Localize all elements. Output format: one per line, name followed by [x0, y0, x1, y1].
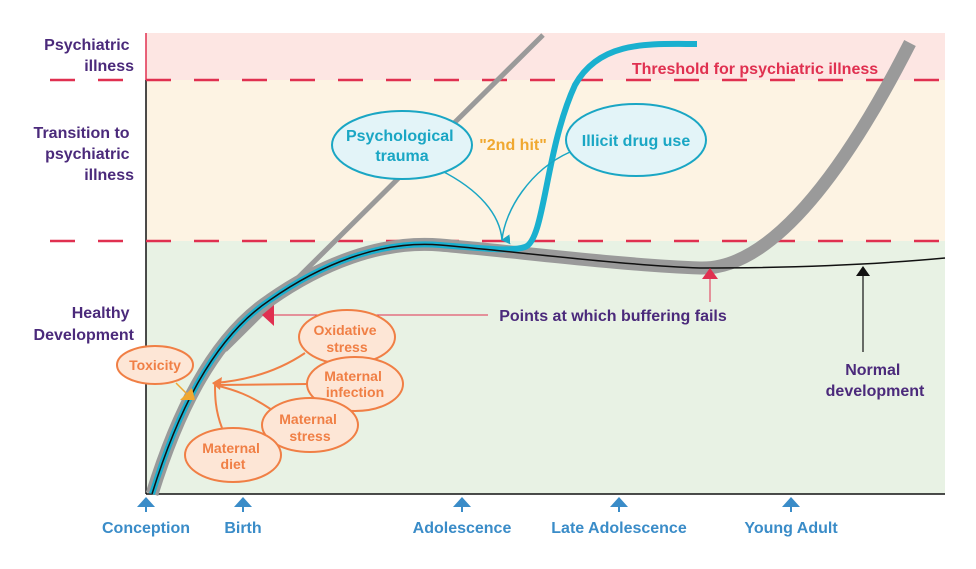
toxicity-line — [175, 382, 189, 396]
tick-late-adolescence — [610, 497, 628, 512]
zone-psychiatric-illness — [146, 33, 945, 80]
factor-maternal-stress — [261, 397, 359, 453]
timeline-label-young-adult: Young Adult — [744, 520, 838, 537]
psychological-trauma-label: Psychological trauma — [346, 128, 458, 165]
normal-development-label: Normal development — [826, 362, 925, 400]
zone-transition — [146, 80, 945, 241]
tick-adolescence — [453, 497, 471, 512]
zone-label-healthy: Healthy Development — [34, 305, 135, 344]
tick-young-adult — [782, 497, 800, 512]
timeline-label-conception: Conception — [102, 520, 190, 537]
toxicity-arrow — [180, 388, 195, 400]
factor-maternal-infection — [306, 356, 404, 412]
maternal-diet-label: Maternal diet — [202, 440, 263, 472]
threshold-label: Threshold for psychiatric illness — [632, 61, 878, 78]
factor-psychological-trauma — [331, 110, 473, 180]
trajectory-normal — [151, 243, 946, 495]
oxidative-stress-label: Oxidative stress — [314, 322, 381, 355]
timeline-label-birth: Birth — [224, 520, 261, 537]
timeline-markers — [137, 497, 800, 512]
factor-illicit-drug-use — [565, 103, 707, 177]
timeline-label-adolescence: Adolescence — [413, 520, 512, 537]
buffering-arrow-early — [262, 305, 274, 326]
buffering-label: Points at which buffering fails — [499, 308, 727, 325]
tick-birth — [234, 497, 252, 512]
second-hit-label: "2nd hit" — [479, 137, 547, 154]
early-factor-arrowhead — [212, 377, 222, 390]
tick-conception — [137, 497, 155, 512]
toxicity-label: Toxicity — [129, 357, 181, 373]
drug-arrow — [501, 151, 571, 241]
zone-label-transition: Transition to psychiatric illness — [34, 125, 135, 184]
factor-toxicity — [116, 345, 194, 385]
buffering-arrow-late — [702, 268, 718, 279]
maternal-stress-label: Maternal stress — [279, 411, 340, 444]
normal-arrow — [856, 266, 870, 276]
factor-maternal-diet — [184, 427, 282, 483]
trauma-arrow — [439, 169, 511, 245]
zone-label-psychiatric: Psychiatric illness — [44, 37, 134, 75]
timeline-label-late-adolescence: Late Adolescence — [551, 520, 687, 537]
maternal-infection-label: Maternal infection — [324, 368, 385, 400]
illicit-drug-use-label: Illicit drug use — [582, 133, 691, 150]
